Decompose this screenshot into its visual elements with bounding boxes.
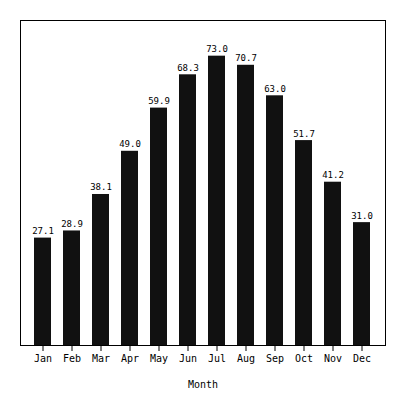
svg-text:73.0: 73.0 [206, 44, 228, 54]
svg-text:Mar: Mar [92, 353, 110, 364]
svg-text:38.1: 38.1 [90, 182, 112, 192]
svg-text:27.1: 27.1 [32, 226, 54, 236]
svg-text:Aug: Aug [237, 353, 255, 364]
svg-text:Month: Month [188, 379, 218, 390]
svg-text:Jun: Jun [179, 353, 197, 364]
svg-text:68.3: 68.3 [177, 63, 199, 73]
svg-text:Apr: Apr [121, 353, 139, 364]
svg-text:May: May [150, 353, 168, 364]
svg-text:Jan: Jan [34, 353, 52, 364]
svg-text:41.2: 41.2 [322, 170, 344, 180]
svg-text:51.7: 51.7 [293, 129, 315, 139]
svg-text:28.9: 28.9 [61, 219, 83, 229]
svg-text:59.9: 59.9 [148, 96, 170, 106]
svg-text:Feb: Feb [63, 353, 81, 364]
svg-text:Sep: Sep [266, 353, 284, 364]
svg-text:49.0: 49.0 [119, 139, 141, 149]
svg-text:70.7: 70.7 [235, 53, 257, 63]
svg-text:Nov: Nov [324, 353, 342, 364]
svg-text:Dec: Dec [353, 353, 371, 364]
svg-text:31.0: 31.0 [351, 211, 373, 221]
svg-text:63.0: 63.0 [264, 84, 286, 94]
svg-text:Jul: Jul [208, 353, 226, 364]
svg-text:Oct: Oct [295, 353, 313, 364]
